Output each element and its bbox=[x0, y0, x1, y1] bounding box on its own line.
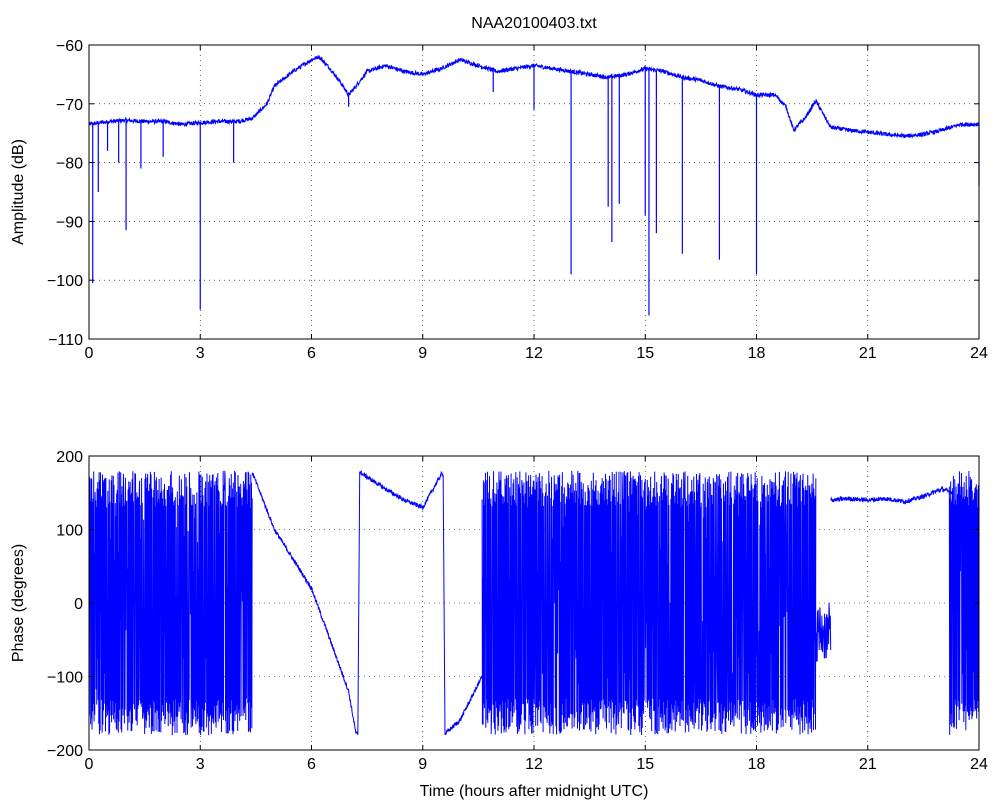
phase-series-line bbox=[251, 470, 483, 736]
phase-y-label: Phase (degrees) bbox=[10, 544, 27, 662]
phase-x-tick-label: 9 bbox=[418, 756, 427, 773]
phase-noise-band bbox=[481, 470, 817, 735]
amplitude-x-tick-label: 24 bbox=[970, 345, 988, 362]
phase-x-tick-label: 12 bbox=[525, 756, 543, 773]
amplitude-y-tick-label: −80 bbox=[56, 156, 83, 173]
phase-x-tick-label: 18 bbox=[748, 756, 766, 773]
amplitude-y-tick-label: −70 bbox=[56, 97, 83, 114]
phase-x-tick-label: 3 bbox=[196, 756, 205, 773]
phase-panel: 0 3 6 9 12 15 18 21 24 −200 −100 0 100 200 Phase (deg… bbox=[10, 449, 988, 800]
amplitude-ticks: 0 3 6 9 12 15 18 21 24 −110 −100 −90 −80 −70 −60 bbox=[47, 38, 988, 362]
phase-y-tick-label: 0 bbox=[74, 596, 83, 613]
amplitude-x-tick-label: 12 bbox=[525, 345, 543, 362]
phase-series bbox=[88, 470, 980, 736]
phase-y-tick-label: −100 bbox=[47, 670, 83, 687]
phase-series-line bbox=[830, 485, 954, 505]
phase-noise-band bbox=[948, 471, 980, 735]
phase-noise-band bbox=[807, 602, 832, 662]
phase-noise-band bbox=[88, 470, 253, 736]
amplitude-x-tick-label: 15 bbox=[636, 345, 654, 362]
phase-ticks: 0 3 6 9 12 15 18 21 24 −200 −100 0 100 200 bbox=[47, 449, 988, 773]
phase-y-tick-label: −200 bbox=[47, 743, 83, 760]
phase-y-tick-label: 100 bbox=[56, 523, 83, 540]
amplitude-x-tick-label: 0 bbox=[85, 345, 94, 362]
phase-x-tick-label: 15 bbox=[636, 756, 654, 773]
amplitude-x-tick-label: 21 bbox=[859, 345, 877, 362]
phase-x-tick-label: 6 bbox=[307, 756, 316, 773]
amplitude-y-label: Amplitude (dB) bbox=[10, 139, 27, 245]
amplitude-series bbox=[88, 55, 980, 316]
amplitude-x-tick-label: 3 bbox=[196, 345, 205, 362]
amplitude-x-tick-label: 6 bbox=[307, 345, 316, 362]
phase-x-tick-label: 24 bbox=[970, 756, 988, 773]
chart-title: NAA20100403.txt bbox=[471, 15, 597, 32]
amplitude-x-tick-label: 9 bbox=[418, 345, 427, 362]
amplitude-panel: 0 3 6 9 12 15 18 21 24 −110 −100 −90 −80 −70 −60 NAA20… bbox=[10, 15, 988, 362]
amplitude-y-tick-label: −60 bbox=[56, 38, 83, 55]
x-axis-label: Time (hours after midnight UTC) bbox=[420, 783, 649, 800]
amplitude-y-tick-label: −100 bbox=[47, 273, 83, 290]
phase-x-tick-label: 0 bbox=[85, 756, 94, 773]
phase-y-tick-label: 200 bbox=[56, 449, 83, 466]
amplitude-x-tick-label: 18 bbox=[748, 345, 766, 362]
phase-x-tick-label: 21 bbox=[859, 756, 877, 773]
amplitude-y-tick-label: −110 bbox=[48, 332, 83, 349]
amplitude-y-tick-label: −90 bbox=[56, 214, 83, 231]
